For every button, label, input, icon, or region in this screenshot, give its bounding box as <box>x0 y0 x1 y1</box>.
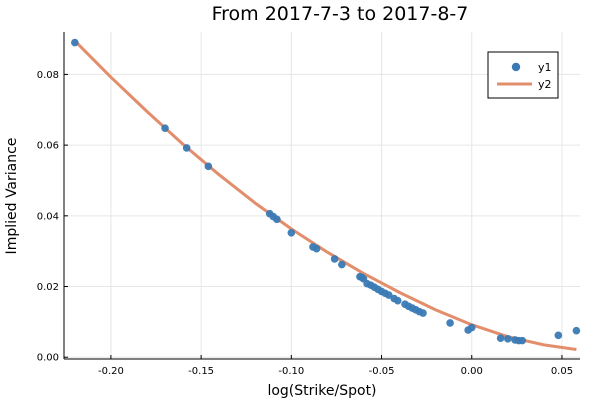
axes-layer <box>63 32 580 360</box>
legend-label-y2: y2 <box>538 78 552 91</box>
chart-title: From 2017-7-3 to 2017-8-7 <box>212 3 469 25</box>
scatter-point-y1 <box>71 38 79 47</box>
scatter-point-y1 <box>518 336 527 345</box>
grid-layer <box>64 32 580 359</box>
y-tick-label: 0.04 <box>37 211 59 222</box>
scatter-point-y1 <box>204 162 213 171</box>
legend: y1 y2 <box>487 51 559 99</box>
scatter-point-y1 <box>273 215 281 224</box>
scatter-point-y1 <box>393 296 402 305</box>
x-tick-label: 0.05 <box>551 366 573 377</box>
y-tick-label: 0.08 <box>37 70 59 81</box>
ticks-layer: -0.20 -0.15 -0.10 -0.05 0.00 0.05 0.00 0.02 0.04… <box>37 70 573 377</box>
scatter-point-y1 <box>467 323 476 332</box>
x-tick-label: -0.15 <box>188 366 214 377</box>
x-tick-label: -0.05 <box>369 366 395 377</box>
scatter-point-y1 <box>419 309 427 317</box>
y-axis-label: Implied Variance <box>4 138 20 255</box>
legend-box <box>487 51 559 99</box>
y-tick-label: 0.00 <box>37 353 59 364</box>
scatter-point-y1 <box>446 319 454 327</box>
scatter-point-y1 <box>330 255 339 263</box>
scatter-point-y1 <box>161 124 169 132</box>
scatter-point-y1 <box>338 260 346 269</box>
scatter-point-y1 <box>572 326 581 335</box>
x-tick-label: 0.00 <box>461 366 483 377</box>
series-line-y2 <box>73 39 577 351</box>
scatter-point-y1 <box>182 144 191 152</box>
legend-label-y1: y1 <box>538 61 552 74</box>
x-axis-label: log(Strike/Spot) <box>267 383 376 399</box>
scatter-point-y1 <box>312 244 321 253</box>
scatter-point-y1 <box>554 331 563 340</box>
y-tick-label: 0.06 <box>37 141 59 152</box>
scatter-point-y1 <box>384 291 393 299</box>
scatter-point-y1 <box>287 228 296 237</box>
scatter-point-y1 <box>496 334 505 342</box>
scatter-point-y1 <box>504 335 512 343</box>
y-tick-label: 0.02 <box>37 282 59 293</box>
x-tick-label: -0.20 <box>98 366 124 377</box>
series-layer <box>71 38 581 351</box>
x-tick-label: -0.10 <box>278 366 304 377</box>
legend-marker-y1 <box>511 62 521 72</box>
